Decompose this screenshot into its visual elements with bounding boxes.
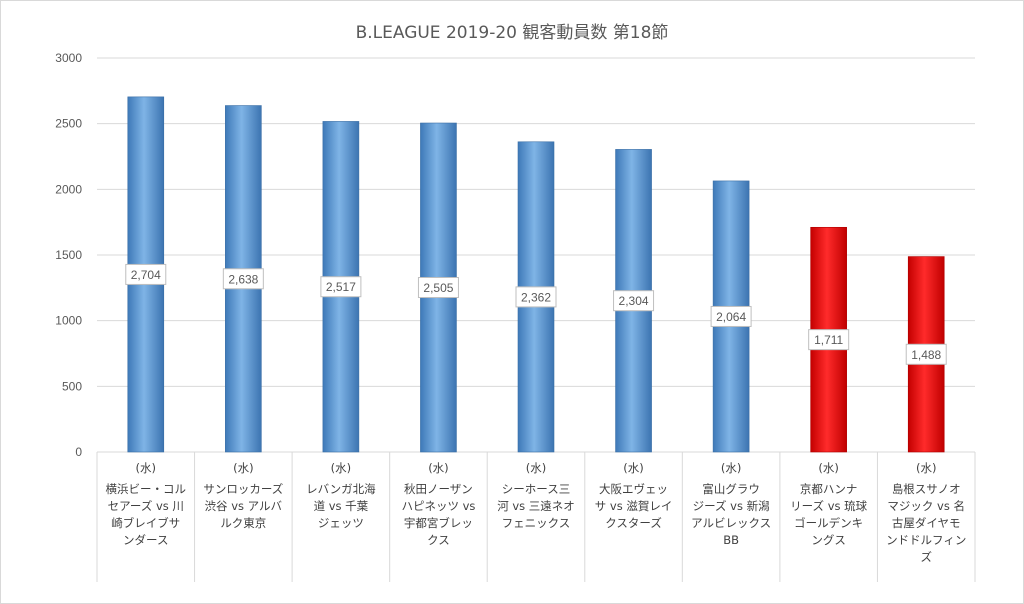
- y-tick-label: 1500: [55, 248, 82, 262]
- x-tick-label: (水) 大阪エヴェッサ vs 滋賀レイ クスターズ: [585, 460, 683, 532]
- category-match-line: フェニックス: [501, 516, 571, 530]
- y-tick-label: 500: [62, 379, 82, 393]
- category-match-line: 崎ブレイブサ: [111, 516, 181, 530]
- category-day: (水): [428, 461, 449, 475]
- category-match-line: BB: [723, 533, 739, 547]
- data-label-text: 2,704: [131, 268, 161, 282]
- category-match-line: クスターズ: [605, 516, 662, 530]
- x-tick-label: (水) 島根スサノオ マジック vs 名古屋ダイヤモ ンドドルフィンズ: [877, 460, 975, 566]
- x-tick-label: (水) 富山グラウジーズ vs 新潟 アルビレックス BB: [682, 460, 780, 549]
- category-match-line: ンドドルフィン: [886, 533, 967, 547]
- category-match-line: ングス: [811, 533, 846, 547]
- category-match-line: 宇都宮ブレッ: [403, 516, 473, 530]
- category-day: (水): [135, 461, 157, 475]
- data-label: 1,488: [905, 343, 947, 365]
- data-label: 2,505: [417, 277, 459, 299]
- data-label-text: 1,488: [911, 348, 941, 362]
- data-label: 2,362: [515, 286, 557, 308]
- data-label-box: [905, 343, 947, 365]
- category-match-line: ズ: [920, 550, 932, 564]
- data-label-box: [808, 329, 850, 351]
- data-label: 2,638: [222, 268, 264, 290]
- category-match-line: リーズ vs 琉球: [790, 499, 868, 513]
- data-label-box: [515, 286, 557, 308]
- y-axis: 0 500 1000 1500 2000 2500 3000: [55, 51, 82, 459]
- category-match-line: 古屋ダイヤモ: [891, 516, 961, 530]
- data-label: 2,704: [125, 263, 167, 285]
- data-label-box: [710, 305, 752, 327]
- data-label-box: [320, 276, 362, 298]
- category-match-line: シーホース三: [501, 482, 571, 496]
- category-match-line: マジック vs 名: [887, 499, 966, 513]
- x-tick-label: (水) 秋田ノーザン ハピネッツ vs 宇都宮ブレッ クス: [390, 460, 488, 549]
- data-label-text: 2,304: [619, 294, 649, 308]
- x-tick-label: (水) 京都ハンナリーズ vs 琉球 ゴールデンキ ングス: [780, 460, 878, 549]
- category-match-line: ジーズ vs 新潟: [692, 499, 770, 513]
- data-label-box: [417, 277, 459, 299]
- data-label: 2,064: [710, 305, 752, 327]
- category-match-line: レバンガ北海: [306, 482, 376, 496]
- category-day: (水): [330, 461, 352, 475]
- category-match-line: セアーズ vs 川: [107, 499, 184, 513]
- category-match-line: サンロッカーズ: [203, 482, 284, 496]
- data-label: 1,711: [808, 329, 850, 351]
- x-tick-label: (水) シーホース三河 vs 三遠ネオ フェニックス: [487, 460, 585, 532]
- data-label-box: [613, 290, 655, 312]
- data-label-text: 2,505: [423, 281, 453, 295]
- data-label-text: 2,064: [716, 310, 746, 324]
- category-match-line: ハピネッツ vs: [401, 499, 476, 513]
- category-day: (水): [915, 461, 937, 475]
- x-tick-label: (水) サンロッカーズ 渋谷 vs アルバ ルク東京: [195, 460, 293, 532]
- category-day: (水): [720, 461, 742, 475]
- y-tick-label: 2000: [55, 182, 82, 196]
- data-label-text: 2,362: [521, 290, 551, 304]
- category-day: (水): [623, 461, 644, 475]
- category-match-line: 京都ハンナ: [799, 482, 858, 496]
- category-match-line: ンダース: [123, 533, 169, 547]
- category-day: (水): [818, 461, 839, 475]
- category-match-line: 道 vs 千葉: [313, 499, 369, 513]
- data-label-box: [222, 268, 264, 290]
- y-tick-label: 0: [75, 445, 82, 459]
- category-match-line: 横浜ビー・コル: [105, 482, 187, 496]
- x-tick-label: (水) レバンガ北海道 vs 千葉 ジェッツ: [292, 460, 390, 532]
- y-tick-label: 2500: [55, 117, 82, 131]
- data-label-text: 1,711: [814, 333, 843, 347]
- data-label-text: 2,517: [326, 280, 356, 294]
- category-match-line: 渋谷 vs アルバ: [204, 499, 283, 513]
- data-label: 2,304: [613, 290, 655, 312]
- category-match-line: 富山グラウ: [702, 482, 760, 496]
- x-tick-label: (水) 横浜ビー・コル セアーズ vs 川崎ブレイブサ ンダース: [97, 460, 195, 549]
- category-match-line: 島根スサノオ: [891, 482, 961, 496]
- category-match-line: クス: [427, 533, 450, 547]
- category-match-line: サ vs 滋賀レイ: [594, 499, 673, 513]
- data-label: 2,517: [320, 276, 362, 298]
- category-day: (水): [233, 461, 254, 475]
- y-tick-label: 1000: [55, 314, 82, 328]
- data-label-text: 2,638: [228, 272, 258, 286]
- data-labels: 2,704 2,638 2,517 2,505 2,362 2,304 2,064 1,711…: [125, 263, 947, 365]
- category-match-line: 大阪エヴェッ: [599, 482, 669, 496]
- data-label-box: [125, 263, 167, 285]
- category-day: (水): [525, 461, 547, 475]
- category-match-line: 河 vs 三遠ネオ: [497, 499, 575, 513]
- y-tick-label: 3000: [55, 51, 82, 65]
- category-match-line: ジェッツ: [317, 516, 364, 530]
- category-match-line: 秋田ノーザン: [404, 482, 473, 496]
- category-match-line: ルク東京: [220, 516, 267, 530]
- chart-title: B.LEAGUE 2019-20 観客動員数 第18節: [355, 23, 669, 43]
- category-match-line: ゴールデンキ: [794, 516, 864, 530]
- category-match-line: アルビレックス: [691, 516, 772, 530]
